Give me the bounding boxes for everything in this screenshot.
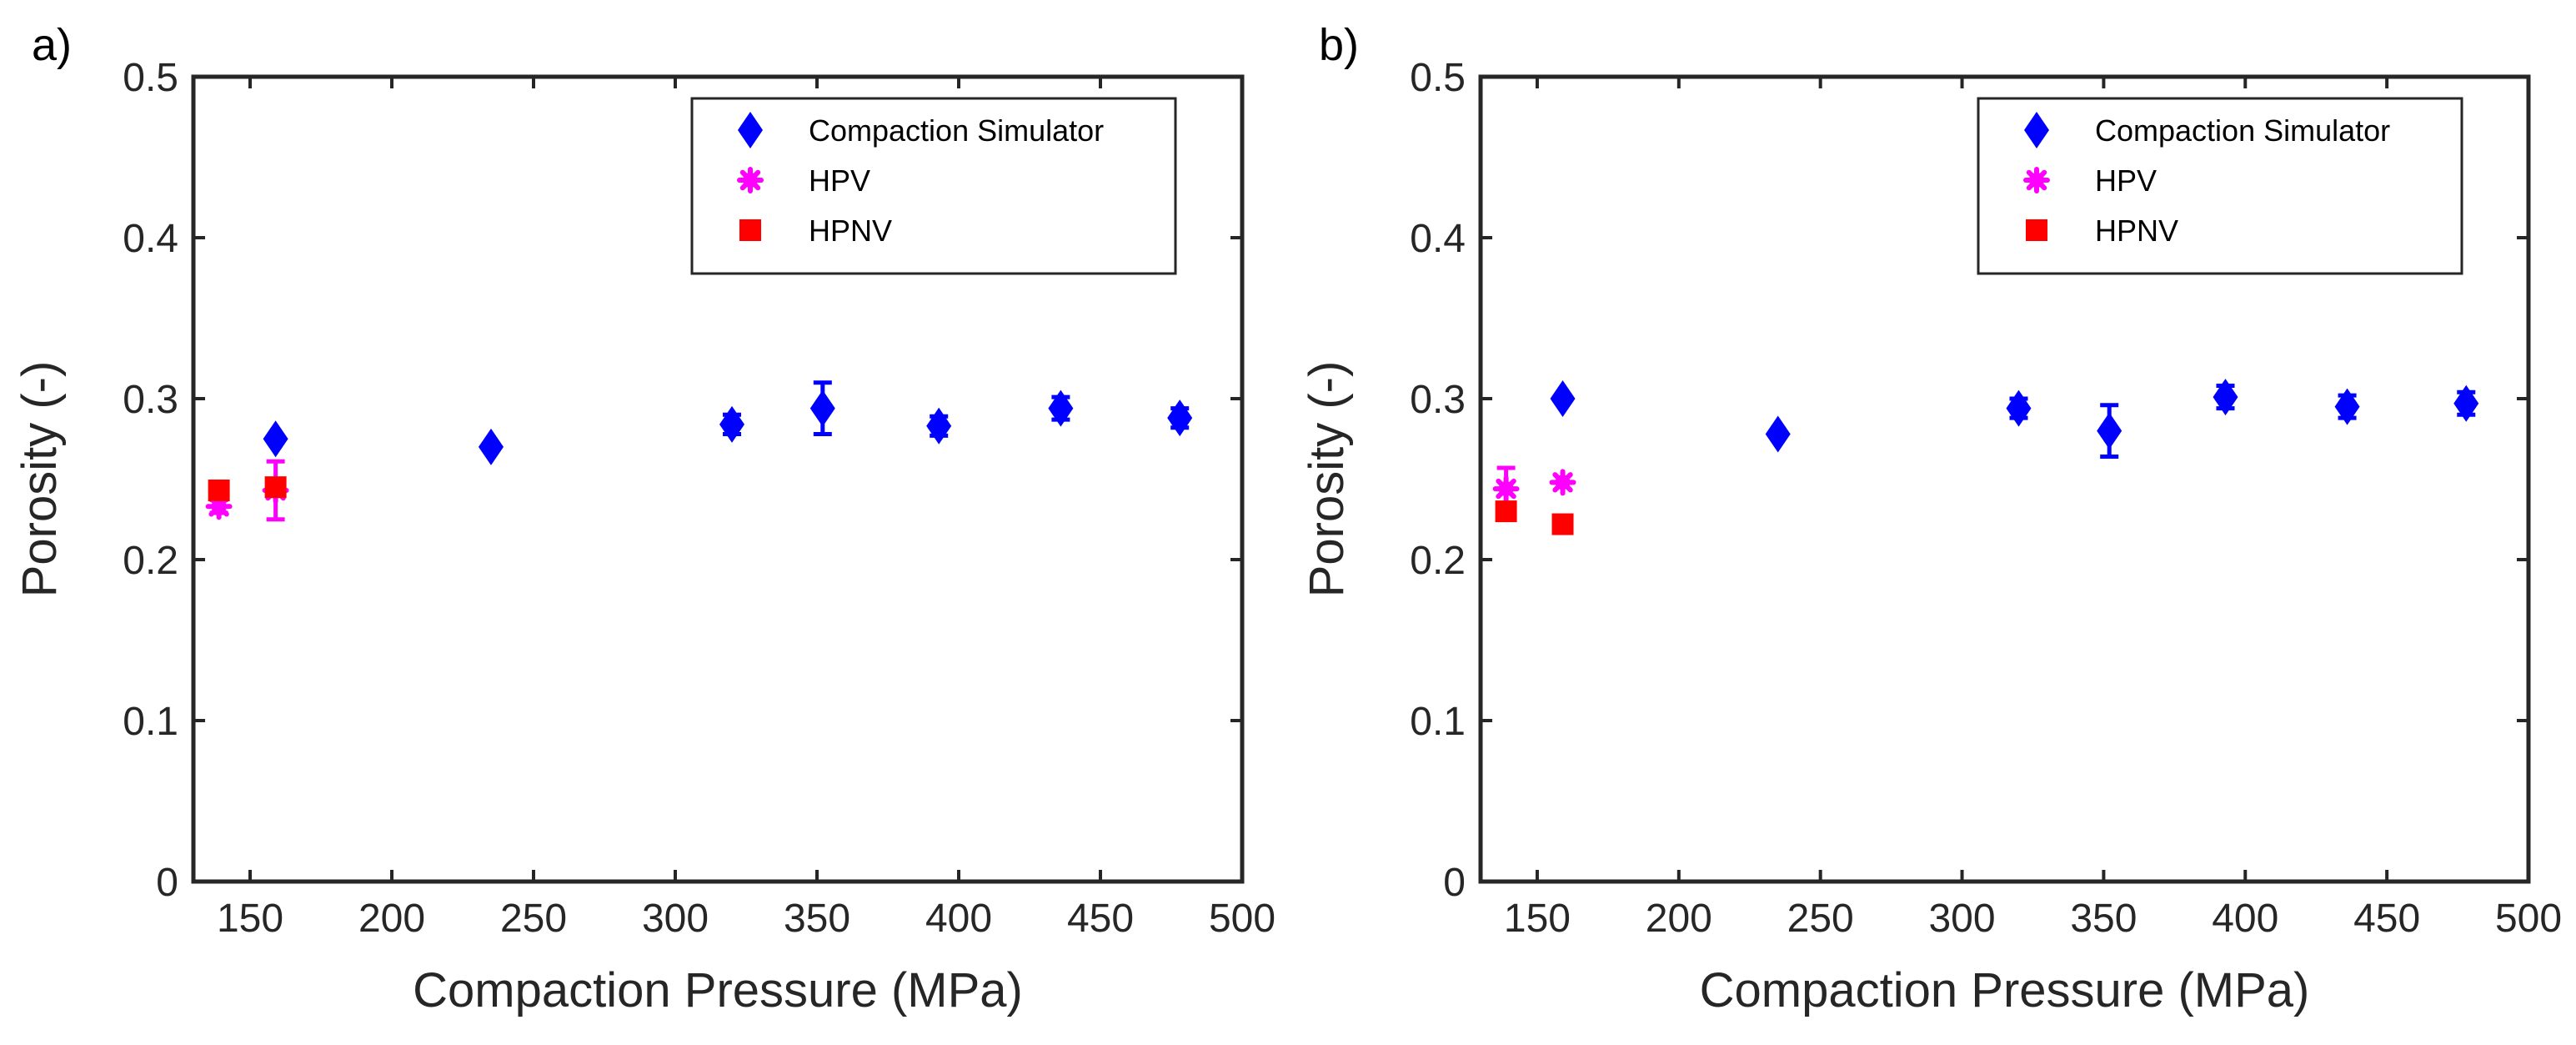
data-point [1048,389,1074,427]
series-hpnv [1495,500,1574,535]
data-point [1551,513,1574,535]
y-tick-label: 0.4 [1410,217,1466,261]
legend-entry-label: Compaction Simulator [809,113,1104,148]
x-tick-label: 250 [500,897,567,941]
y-tick-label: 0 [156,861,178,905]
data-point [2453,384,2479,422]
legend-marker-ray [2026,169,2047,191]
chart-panel-a: 150 200 250 300 350 400 450 500 0 0.1 0.2 0.3 0.4 0.5… [13,20,1275,1017]
x-tick-label: 300 [1928,897,1995,941]
y-tick-label: 0.2 [123,539,178,583]
x-axis-label: Compaction Pressure (MPa) [413,963,1023,1017]
legend-marker [737,167,764,193]
legend-marker [739,219,761,241]
data-point [263,420,288,458]
data-point [1492,475,1520,503]
x-tick-label: 250 [1787,897,1854,941]
x-tick-label: 500 [1209,897,1275,941]
data-point [1550,380,1576,417]
x-tick-label: 500 [2495,897,2562,941]
legend-marker [2023,167,2050,193]
y-tick-label: 0.5 [123,56,178,100]
legend-marker-ray [739,169,761,191]
data-point [2097,412,2122,450]
x-tick-label: 450 [1067,897,1134,941]
legend-box [690,97,1177,275]
data-point [1495,500,1517,523]
data-point [1549,469,1576,496]
chart-panel-b: 150 200 250 300 350 400 450 500 0 0.1 0.2 0.3 0.4 0.5… [1300,20,2562,1017]
data-point-ray [208,496,229,517]
legend-entry-label: HPNV [809,214,892,248]
x-tick-label: 150 [1504,897,1571,941]
x-tick-label: 350 [2070,897,2137,941]
data-point [205,493,233,520]
data-point [264,476,287,499]
y-tick-label: 0 [1443,861,1466,905]
series-compaction-simulator [263,380,1193,465]
x-tick-label: 150 [217,897,283,941]
data-point [1167,399,1193,437]
data-point [926,407,952,445]
x-tick-label: 200 [358,897,425,941]
x-tick-label: 450 [2353,897,2420,941]
x-tick-label: 400 [925,897,992,941]
legend-marker [2026,219,2047,241]
data-point [1765,415,1791,453]
data-point-ray [1552,472,1573,493]
legend-entry-label: HPNV [2095,214,2178,248]
y-tick-label: 0.1 [1410,700,1466,744]
legend-marker [2024,112,2049,148]
y-tick-label: 0.2 [1410,539,1466,583]
y-tick-label: 0.4 [123,217,178,261]
legend-box [1977,97,2463,275]
data-point [479,428,504,465]
data-point [2006,389,2032,427]
y-tick-label: 0.3 [123,378,178,422]
data-point [719,405,744,443]
y-axis-label: Porosity (-) [1300,361,1354,598]
legend-entry-label: Compaction Simulator [2095,113,2390,148]
data-point-ray [1496,478,1516,500]
x-tick-label: 200 [1646,897,1712,941]
y-axis-label: Porosity (-) [13,361,67,598]
y-tick-label: 0.3 [1410,378,1466,422]
legend-marker [738,112,763,148]
legend-entry-label: HPV [2095,163,2157,198]
series-compaction-simulator [1550,379,2479,459]
x-tick-label: 400 [2212,897,2278,941]
data-point [2213,379,2238,416]
legend: Compaction Simulator HPV HPNV [690,97,1177,275]
data-point [2334,388,2360,425]
y-tick-label: 0.1 [123,700,178,744]
data-point [809,389,835,427]
data-point [208,480,230,502]
series-hpnv [208,476,287,502]
legend: Compaction Simulator HPV HPNV [1977,97,2463,275]
y-tick-label: 0.5 [1410,56,1466,100]
x-tick-label: 350 [784,897,850,941]
legend-entry-label: HPV [809,163,870,198]
x-tick-label: 300 [642,897,709,941]
x-axis-label: Compaction Pressure (MPa) [1700,963,2310,1017]
panel-label: a) [32,20,72,70]
panel-label: b) [1319,20,1359,70]
